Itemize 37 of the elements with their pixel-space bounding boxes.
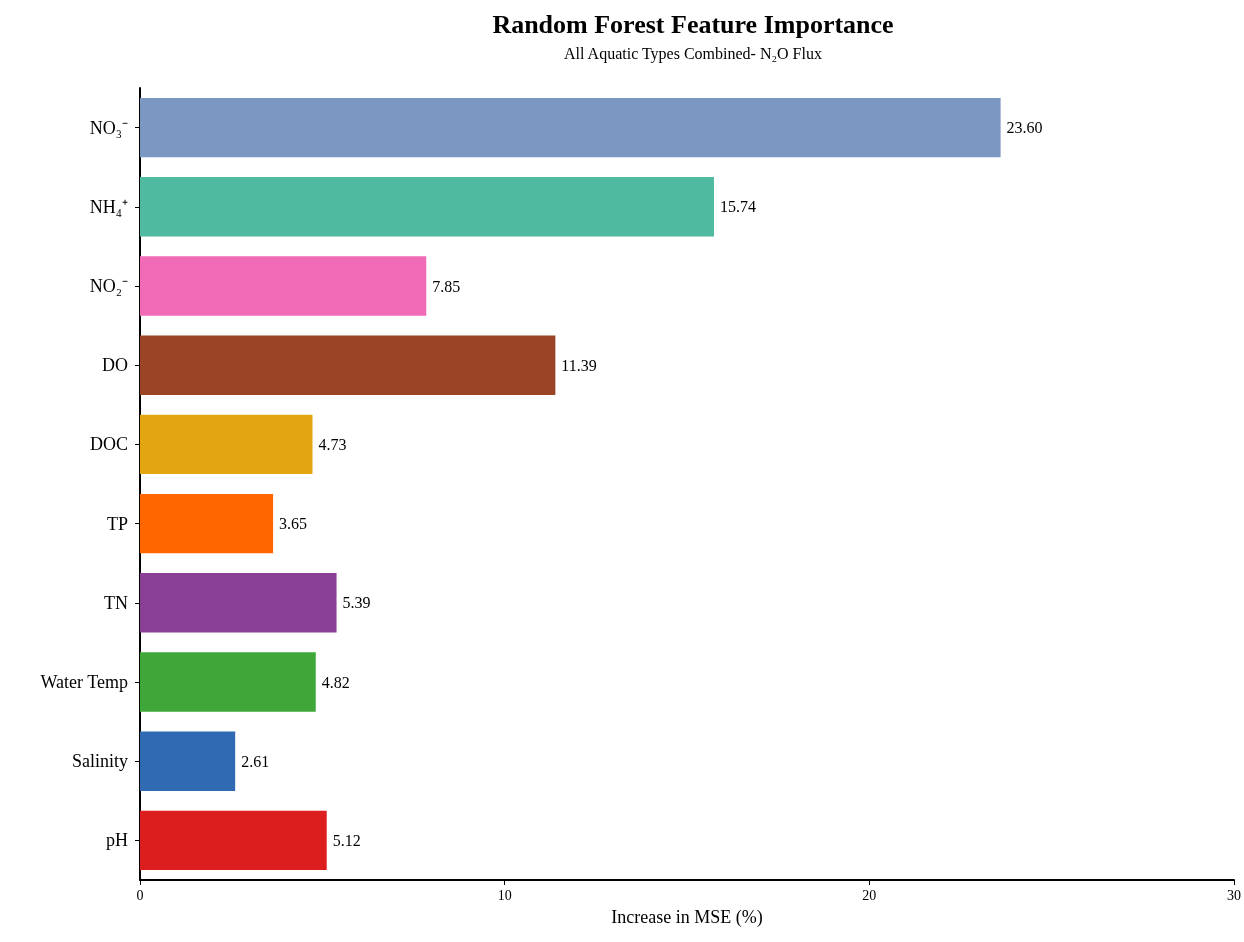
bar (140, 493, 274, 554)
data-label: 5.39 (342, 594, 371, 612)
y-tick-label: TN (104, 592, 128, 613)
data-label: 4.82 (321, 673, 350, 691)
chart-title: Random Forest Feature Importance (492, 9, 894, 39)
y-tick-label: Water Temp (40, 672, 128, 692)
y-tick-label: Salinity (71, 751, 128, 772)
data-label: 15.74 (719, 198, 756, 216)
bar (140, 573, 337, 633)
x-axis-title: Increase in MSE (%) (611, 907, 763, 928)
bar (140, 414, 313, 475)
data-label: 23.60 (1006, 119, 1043, 137)
y-tick-label: NO₂⁻ (89, 276, 128, 296)
data-label: 11.39 (561, 356, 597, 374)
bar (140, 652, 316, 712)
y-tick-label: DO (102, 355, 128, 376)
chart-subtitle: All Aquatic Types Combined- N₂O Flux (564, 44, 822, 63)
x-tick-label: 10 (497, 887, 512, 903)
y-tick-label: pH (106, 830, 128, 851)
x-tick-label: 20 (862, 887, 877, 903)
bar (140, 810, 327, 871)
data-label: 7.85 (432, 277, 461, 295)
data-label: 5.12 (332, 831, 361, 849)
bar (140, 731, 236, 791)
bar (140, 256, 427, 316)
data-label: 3.65 (279, 515, 308, 533)
y-tick-label: NO₃⁻ (89, 117, 128, 138)
y-tick-label: NH₄⁺ (89, 196, 128, 217)
bar (140, 177, 714, 237)
data-label: 2.61 (241, 752, 270, 770)
bar (140, 97, 1001, 158)
y-tick-label: TP (106, 513, 128, 534)
y-tick-label: DOC (89, 434, 128, 455)
bar (140, 335, 556, 395)
x-tick-label: 30 (1227, 887, 1241, 903)
x-tick-label: 0 (136, 887, 144, 903)
data-label: 4.73 (318, 435, 347, 453)
